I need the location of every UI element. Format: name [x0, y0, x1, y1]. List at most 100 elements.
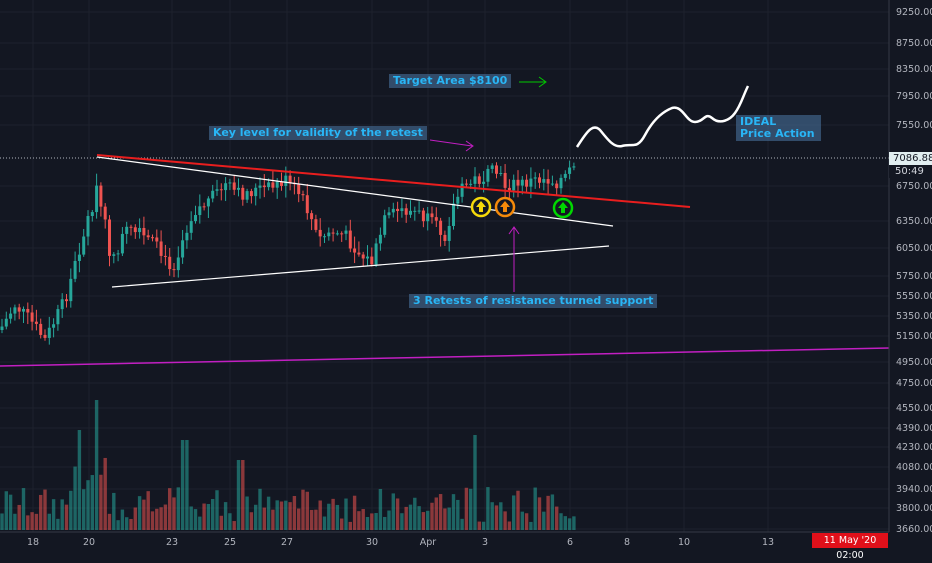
volume-bar	[185, 440, 189, 530]
volume-bar	[26, 515, 30, 530]
volume-bar	[529, 521, 533, 530]
price-tick: 8750.00	[896, 38, 932, 49]
long-support-line	[0, 347, 890, 367]
key-level-arrow	[429, 139, 473, 147]
candle-body	[520, 179, 524, 186]
volume-bar	[318, 500, 322, 530]
candle-body	[77, 254, 81, 261]
volume-bar	[546, 495, 550, 530]
volume-bar	[477, 521, 481, 530]
volume-bar	[120, 509, 125, 530]
candle-body	[460, 183, 464, 197]
candle-body	[361, 254, 365, 259]
price-tick: 5550.00	[896, 291, 932, 302]
candle-body	[133, 227, 137, 233]
volume-bar	[245, 496, 249, 530]
candle-body	[258, 185, 262, 188]
volume-bar	[387, 510, 391, 530]
volume-bar	[370, 513, 374, 530]
volume-bar	[335, 504, 340, 530]
price-axis[interactable]: 9250.00 8750.00 8350.00 7950.00 7550.00 6750.…	[896, 7, 932, 535]
time-tick: 3	[482, 537, 488, 548]
price-tick: 6350.00	[896, 216, 932, 227]
volume-bar	[417, 506, 421, 530]
volume-bar	[297, 508, 301, 530]
volume-bar	[64, 504, 69, 530]
candlesticks	[0, 160, 576, 345]
volume-bar	[512, 495, 516, 530]
volume-bar	[365, 516, 370, 530]
candle-body	[383, 215, 387, 235]
candle-body	[456, 196, 460, 204]
candle-body	[30, 312, 34, 322]
time-tick: Apr	[420, 537, 437, 548]
price-tick: 4080.00	[896, 462, 932, 473]
candle-body	[301, 194, 305, 196]
volume-bar	[451, 494, 456, 530]
price-chart[interactable]: 9250.00 8750.00 8350.00 7950.00 7550.00 6750.…	[0, 0, 932, 550]
volume-bar	[494, 505, 499, 530]
price-tick: 7950.00	[896, 91, 932, 102]
volume-bar	[391, 493, 395, 530]
volume-bar	[443, 508, 447, 530]
candle-body	[0, 326, 4, 330]
volume-bar	[408, 504, 413, 530]
candle-body	[168, 256, 172, 270]
candle-body	[318, 229, 322, 237]
candle-body	[138, 227, 142, 233]
candle-body	[280, 181, 283, 186]
candle-body	[120, 233, 124, 254]
volume-bar	[180, 440, 185, 530]
candle-body	[65, 299, 68, 302]
price-tick: 3940.00	[896, 484, 932, 495]
candle-body	[17, 307, 21, 312]
retest-marker-3	[552, 197, 574, 219]
candle-body	[482, 181, 486, 184]
candle-body	[90, 212, 94, 217]
candle-body	[116, 253, 120, 255]
candle-body	[507, 187, 511, 191]
candle-body	[464, 183, 468, 185]
candle-body	[22, 308, 25, 312]
volume-bar	[129, 518, 133, 530]
volume-bar	[116, 520, 120, 530]
volume-bar	[473, 435, 477, 530]
candle-body	[228, 182, 232, 184]
retests-label: 3 Retests of resistance turned support	[409, 294, 658, 308]
volume-bar	[421, 512, 426, 530]
volume-bar	[125, 517, 129, 530]
candle-body	[262, 185, 266, 188]
time-tick: 25	[224, 537, 236, 548]
candle-body	[452, 203, 455, 226]
price-tick: 6750.00	[896, 181, 932, 192]
volume-bar	[60, 499, 64, 530]
volume-bar	[236, 460, 241, 530]
candle-body	[331, 232, 335, 234]
volume-bar	[481, 521, 486, 530]
candle-body	[396, 208, 400, 212]
time-tick: 27	[281, 537, 293, 548]
time-axis[interactable]: 18 20 23 25 27 30 Apr 3 6 8 10 13	[27, 537, 774, 548]
volume-bar	[460, 518, 464, 530]
volume-bar	[56, 518, 60, 530]
candle-body	[550, 183, 554, 185]
volume-bar	[383, 516, 387, 530]
candle-body	[370, 256, 374, 265]
price-tick: 4750.00	[896, 378, 932, 389]
volume-bar	[82, 489, 86, 530]
candle-body	[267, 182, 271, 188]
candle-body	[546, 179, 550, 184]
price-tick: 3660.00	[896, 524, 932, 535]
time-tick: 20	[83, 537, 95, 548]
candle-body	[426, 213, 430, 222]
volume-bar	[271, 509, 275, 530]
volume-bar	[13, 513, 17, 530]
volume-bar	[524, 513, 529, 530]
candle-body	[103, 206, 107, 220]
time-tick: 23	[166, 537, 178, 548]
candle-body	[538, 177, 541, 183]
crosshair-date-badge: 11 May '20 02:00	[812, 533, 888, 561]
time-tick: 13	[762, 537, 774, 548]
volume-bar	[357, 511, 361, 530]
price-tick: 4390.00	[896, 423, 932, 434]
